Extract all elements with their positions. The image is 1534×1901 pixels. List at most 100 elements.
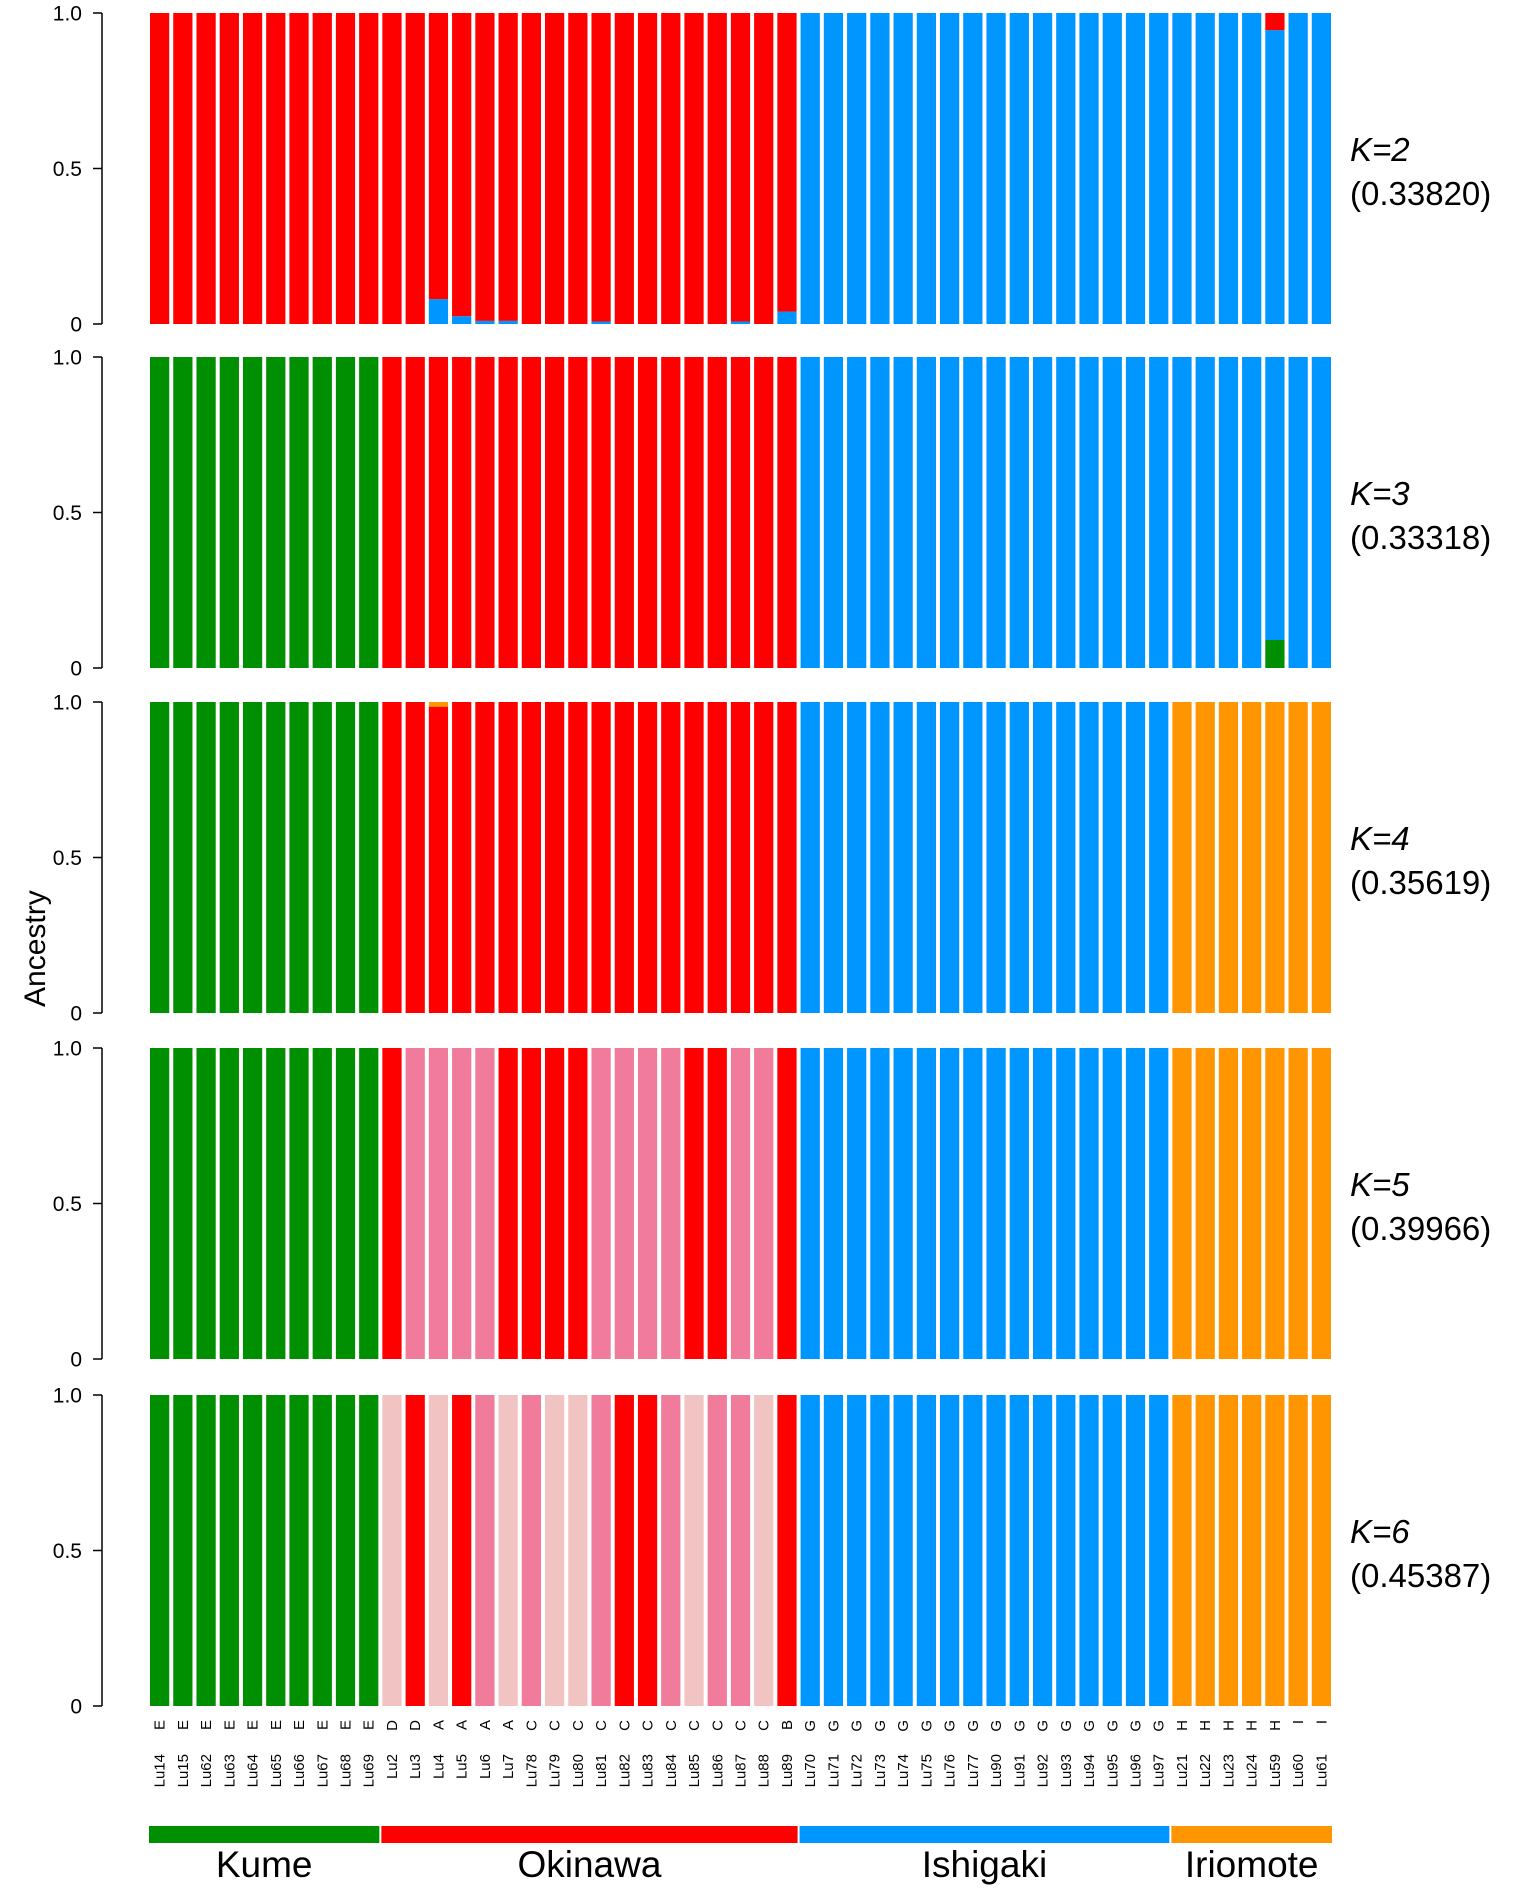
group-label: A xyxy=(454,1720,471,1730)
bar-Lu63 xyxy=(219,702,239,1013)
bar-Lu22 xyxy=(1195,357,1215,668)
bar-Lu75 xyxy=(916,13,936,324)
likelihood-value: (0.39966) xyxy=(1350,1210,1492,1247)
bar-Lu6 xyxy=(475,13,495,321)
group-label: C xyxy=(686,1720,703,1731)
bar-Lu82 xyxy=(614,13,634,324)
bar-Lu72 xyxy=(847,1395,867,1706)
bar-Lu71 xyxy=(823,1048,844,1359)
bar-Lu83 xyxy=(637,1048,658,1359)
bar-Lu22 xyxy=(1195,13,1215,324)
bar-Lu80 xyxy=(568,357,588,668)
group-label: G xyxy=(965,1720,982,1732)
bar-Lu6 xyxy=(475,357,495,668)
bar-Lu15 xyxy=(173,1048,193,1359)
bar-Lu4 xyxy=(428,299,449,324)
sample-label: Lu72 xyxy=(849,1754,866,1787)
sample-label: Lu24 xyxy=(1244,1754,1261,1787)
sample-label: Lu4 xyxy=(430,1754,447,1779)
group-label: G xyxy=(1035,1720,1052,1732)
bar-Lu96 xyxy=(1125,1395,1146,1706)
bar-Lu74 xyxy=(893,357,913,668)
group-label: G xyxy=(1104,1720,1121,1732)
bar-Lu97 xyxy=(1149,357,1169,668)
bar-Lu60 xyxy=(1288,702,1308,1013)
panel-label-k6: K=6 (0.45387) xyxy=(1350,1510,1491,1598)
bar-Lu59 xyxy=(1265,702,1285,1013)
sample-label: Lu75 xyxy=(918,1754,935,1787)
bar-Lu3 xyxy=(405,1395,425,1706)
bar-Lu73 xyxy=(870,702,890,1013)
bar-Lu2 xyxy=(382,357,402,668)
bar-Lu22 xyxy=(1195,1395,1215,1706)
bar-Lu5 xyxy=(452,357,472,668)
y-tick-label: 0.5 xyxy=(53,502,82,525)
bar-Lu96 xyxy=(1125,702,1146,1013)
bar-Lu89 xyxy=(777,1395,797,1706)
group-label: E xyxy=(152,1720,169,1730)
group-label: G xyxy=(1058,1720,1075,1732)
likelihood-value: (0.33820) xyxy=(1350,175,1492,212)
y-tick-label: 0 xyxy=(70,658,82,681)
bar-Lu4 xyxy=(428,1048,449,1359)
bar-Lu15 xyxy=(173,13,193,324)
y-tick-label: 0 xyxy=(70,314,82,337)
bar-Lu64 xyxy=(242,1048,263,1359)
bar-Lu84 xyxy=(661,702,681,1013)
group-label: I xyxy=(1313,1720,1330,1724)
bar-Lu67 xyxy=(312,357,332,668)
bar-Lu88 xyxy=(754,1048,774,1359)
group-label: E xyxy=(175,1720,192,1730)
sample-label: Lu80 xyxy=(570,1754,587,1787)
group-label: E xyxy=(314,1720,331,1730)
sample-label: Lu91 xyxy=(1011,1754,1028,1787)
bar-Lu78 xyxy=(521,357,541,668)
bar-Lu93 xyxy=(1056,357,1076,668)
sample-label: Lu59 xyxy=(1267,1754,1284,1787)
k-value: K=3 xyxy=(1350,475,1410,512)
bar-Lu21 xyxy=(1172,13,1192,324)
likelihood-value: (0.35619) xyxy=(1350,864,1492,901)
bar-Lu92 xyxy=(1032,13,1053,324)
sample-label: Lu68 xyxy=(338,1754,355,1787)
bar-Lu68 xyxy=(335,702,356,1013)
bar-Lu76 xyxy=(940,357,960,668)
sample-label: Lu85 xyxy=(686,1754,703,1787)
bar-Lu21 xyxy=(1172,1048,1192,1359)
group-label: G xyxy=(825,1720,842,1732)
panel-1: 0 0.5 1.0 xyxy=(53,3,1331,337)
group-label: C xyxy=(616,1720,633,1731)
bar-Lu81 xyxy=(591,357,611,668)
bar-Lu92 xyxy=(1032,702,1053,1013)
likelihood-value: (0.45387) xyxy=(1350,1557,1492,1594)
panel-label-k2: K=2 (0.33820) xyxy=(1350,128,1491,216)
bar-Lu90 xyxy=(986,1395,1006,1706)
bar-Lu2 xyxy=(382,1395,402,1706)
bar-Lu15 xyxy=(173,702,193,1013)
group-label: C xyxy=(663,1720,680,1731)
bar-Lu62 xyxy=(196,13,216,324)
bar-Lu72 xyxy=(847,1048,867,1359)
k-value: K=4 xyxy=(1350,820,1410,857)
sample-label: Lu73 xyxy=(872,1754,889,1787)
sample-label: Lu7 xyxy=(500,1754,517,1779)
bar-Lu4 xyxy=(428,1395,449,1706)
bar-Lu81 xyxy=(591,1048,611,1359)
population-bar-okinawa xyxy=(381,1826,798,1843)
bar-Lu79 xyxy=(545,1395,565,1706)
bar-Lu65 xyxy=(266,357,286,668)
bar-Lu3 xyxy=(405,702,425,1013)
bar-Lu59 xyxy=(1265,640,1285,668)
group-label: A xyxy=(500,1720,517,1730)
bar-Lu78 xyxy=(521,1048,541,1359)
bar-Lu79 xyxy=(545,702,565,1013)
bar-Lu86 xyxy=(707,13,727,324)
bar-Lu94 xyxy=(1079,702,1099,1013)
bar-Lu92 xyxy=(1032,357,1053,668)
bar-Lu68 xyxy=(335,1048,356,1359)
bar-Lu94 xyxy=(1079,357,1099,668)
group-label: E xyxy=(291,1720,308,1730)
bar-Lu88 xyxy=(754,13,774,324)
panel-label-k3: K=3 (0.33318) xyxy=(1350,472,1491,560)
